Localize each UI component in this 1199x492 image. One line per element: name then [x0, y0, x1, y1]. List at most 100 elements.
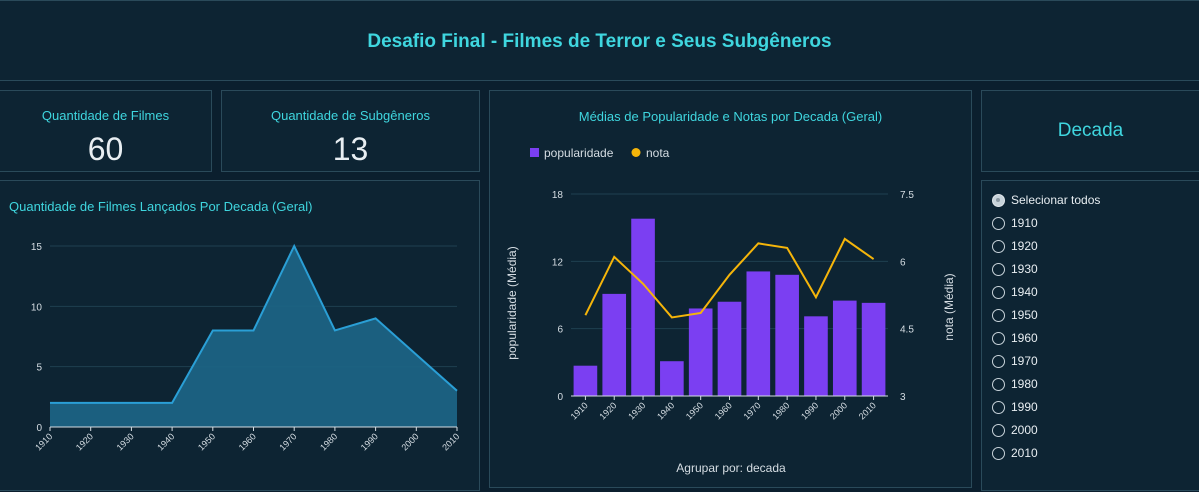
bar	[775, 275, 799, 396]
filter-option-1960[interactable]: 1960	[992, 328, 1038, 348]
filter-option-label: 1920	[1011, 239, 1038, 253]
combo-chart[interactable]: popularidade nota 0 6 12 18 3 4.5 6 7.5 1910 1920 19…	[490, 91, 973, 489]
y-right-tick-label: 3	[900, 392, 906, 403]
y-tick-label: 15	[31, 242, 43, 253]
kpi-label: Quantidade de Subgêneros	[222, 108, 479, 123]
x-tick-label: 1940	[155, 431, 176, 452]
y-right-tick-label: 4.5	[900, 325, 914, 336]
radio-button[interactable]	[992, 401, 1005, 414]
x-tick-label: 2000	[828, 400, 849, 421]
y-right-tick-label: 6	[900, 257, 906, 268]
kpi-label: Quantidade de Filmes	[0, 108, 211, 123]
filter-option-label: 2010	[1011, 446, 1038, 460]
combo-chart-panel[interactable]: Médias de Popularidade e Notas por Decad…	[489, 90, 972, 488]
radio-button[interactable]	[992, 332, 1005, 345]
x-tick-label: 1920	[74, 431, 95, 452]
bar	[660, 361, 684, 396]
filter-option-label: 1950	[1011, 308, 1038, 322]
filter-title: Decada	[982, 120, 1199, 142]
x-tick-label: 1930	[115, 431, 136, 452]
filter-option-label: 1960	[1011, 331, 1038, 345]
x-tick-label: 1980	[318, 431, 339, 452]
filter-list-panel: Selecionar todos 1910 1920 1930 1940 1950 1960…	[981, 180, 1199, 491]
filter-option-1980[interactable]: 1980	[992, 374, 1038, 394]
bar	[602, 294, 626, 396]
radio-button[interactable]	[992, 378, 1005, 391]
radio-button[interactable]	[992, 194, 1005, 207]
x-tick-label: 1970	[277, 431, 298, 452]
kpi-value: 13	[222, 131, 479, 168]
filter-option-2010[interactable]: 2010	[992, 443, 1038, 463]
filter-option-1990[interactable]: 1990	[992, 397, 1038, 417]
kpi-card-subgeneros: Quantidade de Subgêneros 13	[221, 90, 480, 172]
x-tick-label: 1960	[237, 431, 258, 452]
x-tick-label: 1990	[359, 431, 380, 452]
legend-label: popularidade	[544, 146, 614, 160]
kpi-value: 60	[0, 131, 211, 168]
filter-option-1930[interactable]: 1930	[992, 259, 1038, 279]
area-chart-panel[interactable]: Quantidade de Filmes Lançados Por Decada…	[0, 180, 480, 491]
filter-option-1940[interactable]: 1940	[992, 282, 1038, 302]
radio-button[interactable]	[992, 424, 1005, 437]
x-tick-label: 1910	[33, 431, 54, 452]
legend-swatch-nota	[632, 148, 641, 157]
bar	[689, 308, 713, 396]
y-left-tick-label: 0	[557, 392, 563, 403]
y-left-tick-label: 18	[552, 190, 564, 201]
y-right-tick-label: 7.5	[900, 190, 914, 201]
filter-option-label: 1990	[1011, 400, 1038, 414]
x-tick-label: 1950	[684, 400, 705, 421]
filter-option-1920[interactable]: 1920	[992, 236, 1038, 256]
filter-option-label: 1970	[1011, 354, 1038, 368]
legend-swatch-popularidade	[530, 148, 539, 157]
bar	[747, 271, 771, 396]
filter-option-label: 1910	[1011, 216, 1038, 230]
y-left-tick-label: 12	[552, 257, 564, 268]
x-tick-label: 1970	[741, 400, 762, 421]
legend-label: nota	[646, 146, 670, 160]
y-left-tick-label: 6	[557, 325, 563, 336]
y-tick-label: 5	[36, 363, 42, 374]
bar	[804, 316, 828, 396]
radio-button[interactable]	[992, 447, 1005, 460]
y-tick-label: 10	[31, 302, 43, 313]
x-tick-label: 1980	[770, 400, 791, 421]
x-tick-label: 2000	[399, 431, 420, 452]
x-tick-label: 1960	[713, 400, 734, 421]
radio-button[interactable]	[992, 217, 1005, 230]
x-tick-label: 1910	[569, 400, 590, 421]
filter-option-label: 1930	[1011, 262, 1038, 276]
y-right-axis-label: nota (Média)	[942, 273, 956, 340]
x-tick-label: 1930	[626, 400, 647, 421]
filter-option-label: 1940	[1011, 285, 1038, 299]
x-tick-label: 1940	[655, 400, 676, 421]
filter-option-1950[interactable]: 1950	[992, 305, 1038, 325]
radio-button[interactable]	[992, 240, 1005, 253]
y-left-axis-label: popularidade (Média)	[505, 246, 519, 359]
header-panel: Desafio Final - Filmes de Terror e Seus …	[0, 0, 1199, 81]
y-tick-label: 0	[36, 423, 42, 434]
filter-option-select-all[interactable]: Selecionar todos	[992, 190, 1100, 210]
filter-option-label: 1980	[1011, 377, 1038, 391]
filter-option-label: Selecionar todos	[1011, 193, 1100, 207]
bar	[631, 219, 655, 396]
x-tick-label: 2010	[857, 400, 878, 421]
x-tick-label: 1920	[597, 400, 618, 421]
radio-button[interactable]	[992, 263, 1005, 276]
area-chart[interactable]: 0 5 10 15 1910 1920 1930 1940 1950 1960 1970 1980 19…	[0, 181, 481, 492]
filter-option-1910[interactable]: 1910	[992, 213, 1038, 233]
x-axis-label: Agrupar por: decada	[676, 461, 786, 475]
filter-option-1970[interactable]: 1970	[992, 351, 1038, 371]
page-title: Desafio Final - Filmes de Terror e Seus …	[0, 31, 1199, 53]
radio-button[interactable]	[992, 355, 1005, 368]
filter-option-2000[interactable]: 2000	[992, 420, 1038, 440]
bar	[718, 302, 742, 396]
radio-button[interactable]	[992, 309, 1005, 322]
x-tick-label: 1990	[799, 400, 820, 421]
x-tick-label: 1950	[196, 431, 217, 452]
radio-button[interactable]	[992, 286, 1005, 299]
x-tick-label: 2010	[440, 431, 461, 452]
bar	[862, 303, 886, 396]
filter-title-panel: Decada	[981, 90, 1199, 172]
bar	[833, 301, 857, 396]
